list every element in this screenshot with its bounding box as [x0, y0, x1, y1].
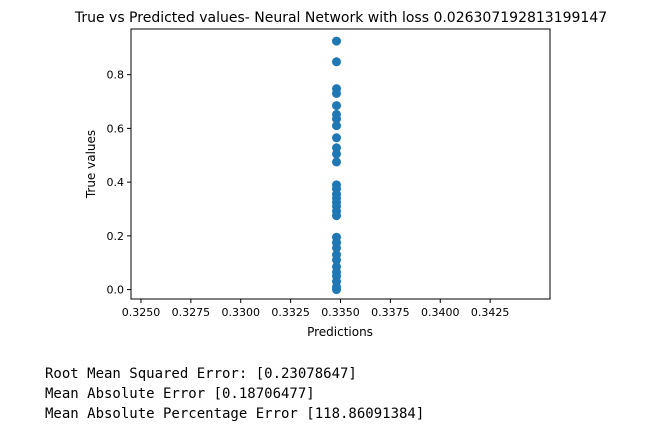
data-point	[332, 36, 342, 46]
y-tick-label: 0.8	[107, 69, 125, 82]
y-tick-label: 0.4	[107, 176, 125, 189]
data-point	[332, 143, 342, 153]
scatter-chart: True vs Predicted values- Neural Network…	[74, 10, 607, 339]
data-point	[332, 255, 342, 265]
data-point	[332, 243, 342, 253]
y-tick-label: 0.6	[107, 122, 125, 135]
x-tick-label: 0.3350	[321, 306, 360, 319]
rmse-line: Root Mean Squared Error: [0.23078647]	[45, 366, 357, 382]
x-tick-label: 0.3275	[172, 306, 211, 319]
data-point	[332, 149, 342, 159]
y-axis: 0.0 0.2 0.4 0.6 0.8	[107, 69, 131, 297]
data-point	[332, 133, 342, 143]
y-tick-label: 0.0	[107, 284, 125, 297]
x-tick-label: 0.3300	[221, 306, 260, 319]
x-tick-label: 0.3375	[371, 306, 410, 319]
x-tick-label: 0.3425	[471, 306, 510, 319]
x-tick-label: 0.3325	[271, 306, 310, 319]
x-tick-label: 0.3250	[122, 306, 161, 319]
data-points	[332, 36, 342, 295]
data-point	[332, 88, 342, 98]
x-tick-label: 0.3400	[421, 306, 460, 319]
mape-line: Mean Absolute Percentage Error [118.8609…	[45, 406, 425, 422]
y-axis-label: True values	[84, 130, 98, 199]
data-point	[332, 211, 342, 221]
x-axis: 0.3250 0.3275 0.3300 0.3325 0.3350 0.3375 0.34…	[122, 299, 510, 319]
data-point	[332, 157, 342, 167]
data-point	[332, 285, 342, 295]
data-point	[332, 57, 342, 67]
y-tick-label: 0.2	[107, 230, 125, 243]
data-point	[332, 121, 342, 131]
data-point	[332, 101, 342, 111]
data-point	[332, 114, 342, 124]
mae-line: Mean Absolute Error [0.18706477]	[45, 386, 315, 402]
metrics-output: Root Mean Squared Error: [0.23078647] Me…	[45, 364, 424, 424]
chart-title: True vs Predicted values- Neural Network…	[74, 10, 607, 26]
x-axis-label: Predictions	[307, 325, 373, 339]
